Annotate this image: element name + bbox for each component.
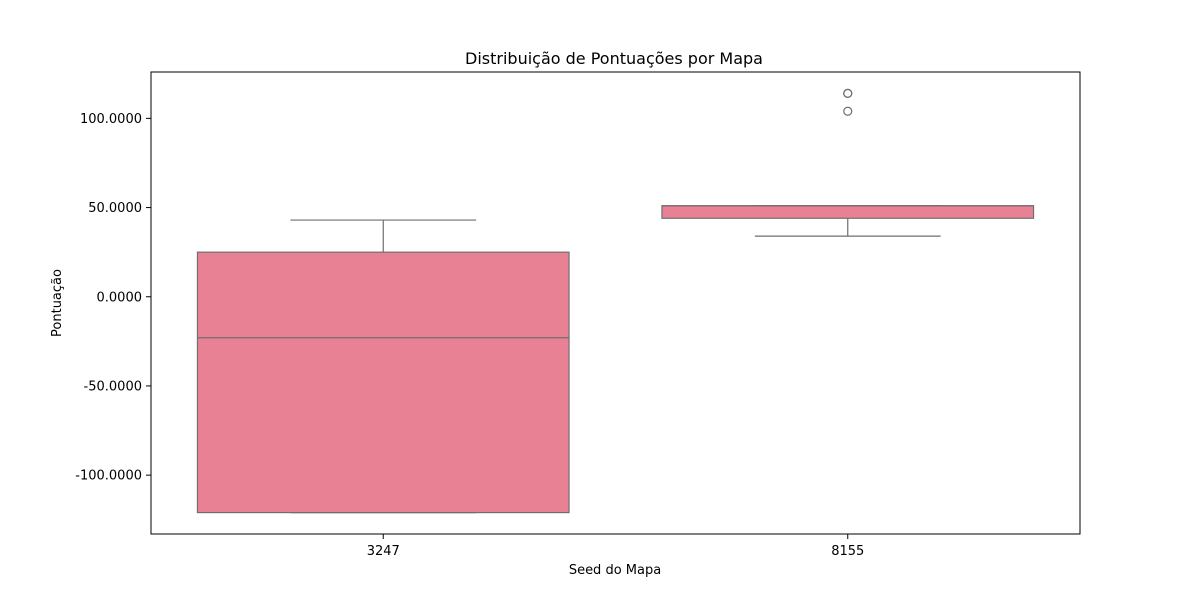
box-group-8155 bbox=[661, 88, 1035, 237]
iqr-box bbox=[661, 205, 1035, 219]
y-axis: -100.0000 -50.0000 0.0000 50.0000 100.0000 bbox=[75, 112, 151, 484]
outlier-point bbox=[843, 88, 853, 99]
x-tick-label: 8155 bbox=[831, 544, 864, 559]
x-axis-title: Seed do Mapa bbox=[569, 563, 661, 578]
y-tick-label: -50.0000 bbox=[84, 379, 142, 394]
y-tick-label: 50.0000 bbox=[88, 201, 142, 216]
chart-title: Distribuição de Pontuações por Mapa bbox=[465, 49, 763, 68]
y-axis-title: Pontuação bbox=[50, 269, 65, 337]
box-group-3247 bbox=[196, 219, 570, 514]
x-tick-label: 3247 bbox=[367, 544, 400, 559]
y-tick-label: 0.0000 bbox=[97, 290, 143, 305]
plot-frame bbox=[150, 71, 1081, 535]
iqr-box bbox=[196, 251, 570, 514]
plot-area bbox=[196, 88, 1035, 514]
x-axis: 3247 8155 bbox=[367, 534, 864, 559]
outlier-point bbox=[843, 106, 853, 116]
y-tick-label: 100.0000 bbox=[80, 112, 142, 127]
y-tick-label: -100.0000 bbox=[75, 469, 142, 484]
